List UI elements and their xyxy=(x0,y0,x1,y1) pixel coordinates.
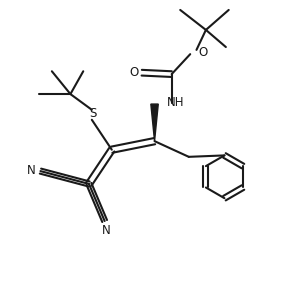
Text: N: N xyxy=(27,164,36,177)
Text: S: S xyxy=(89,107,96,120)
Text: O: O xyxy=(129,66,138,79)
Polygon shape xyxy=(151,104,158,141)
Text: NH: NH xyxy=(166,96,184,109)
Text: N: N xyxy=(102,224,110,237)
Text: O: O xyxy=(198,46,207,59)
